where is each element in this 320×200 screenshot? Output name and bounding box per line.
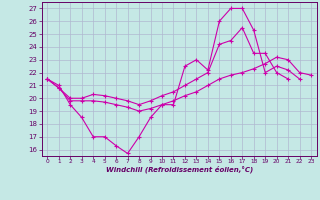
X-axis label: Windchill (Refroidissement éolien,°C): Windchill (Refroidissement éolien,°C) — [106, 166, 253, 173]
